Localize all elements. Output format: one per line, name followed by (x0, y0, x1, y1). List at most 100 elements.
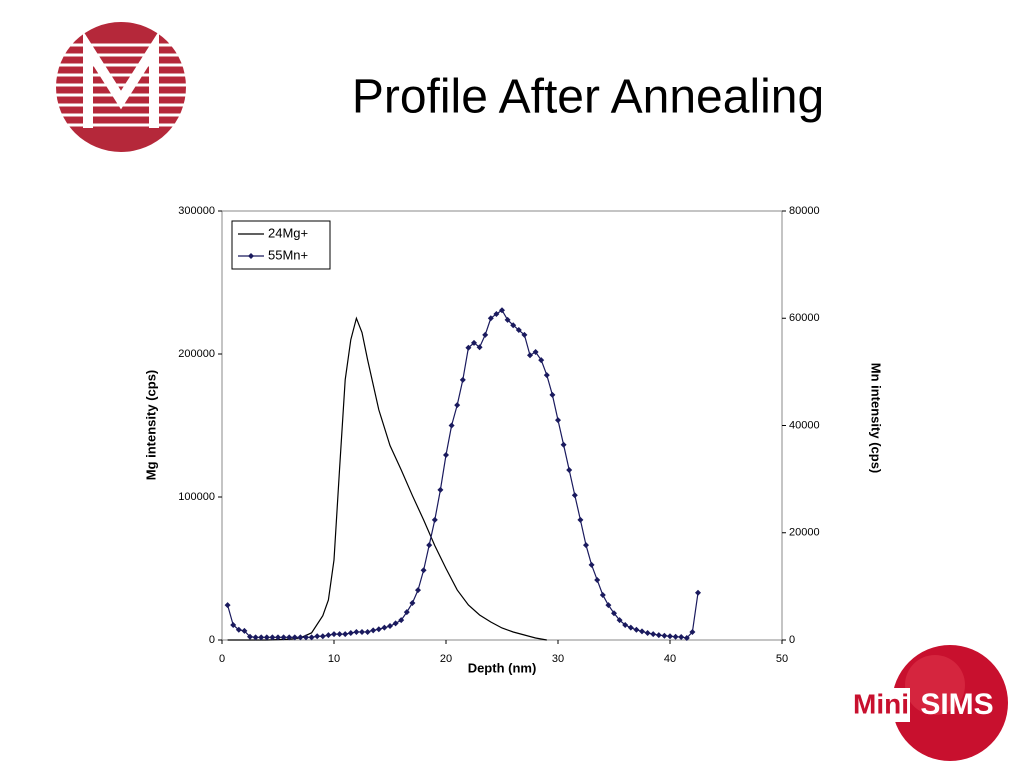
data-point (605, 602, 612, 609)
data-point (549, 391, 556, 398)
data-point (308, 634, 315, 641)
data-point (241, 627, 248, 634)
data-point (269, 634, 276, 641)
logo-sims: SIMS (920, 688, 993, 721)
y2-tick-label: 40000 (789, 419, 820, 431)
data-point (599, 591, 606, 598)
data-point (459, 376, 466, 383)
data-point (247, 633, 253, 640)
data-point (644, 630, 651, 637)
data-point (661, 632, 668, 639)
legend-label: 55Mn+ (268, 247, 308, 262)
data-point (476, 344, 483, 351)
data-point (683, 635, 690, 642)
data-point (532, 349, 539, 356)
data-point (627, 624, 634, 631)
y-tick-label: 0 (209, 634, 215, 646)
data-point (611, 610, 617, 617)
data-point (555, 417, 561, 424)
data-point (336, 631, 343, 638)
data-point (230, 621, 237, 628)
data-point (398, 617, 405, 624)
legend-marker (248, 253, 254, 259)
data-point (504, 316, 511, 323)
company-logo (50, 22, 192, 152)
y2-tick-label: 80000 (789, 205, 820, 217)
y2-tick-label: 20000 (789, 527, 820, 539)
series-line (227, 309, 699, 639)
data-point (465, 344, 472, 351)
data-point (594, 576, 601, 583)
data-point (543, 372, 550, 379)
data-point (510, 322, 517, 329)
slide-title: Profile After Annealing (352, 71, 824, 124)
data-point (403, 609, 410, 616)
x-tick-label: 10 (328, 653, 340, 665)
y2-tick-label: 60000 (789, 312, 820, 324)
data-point (454, 402, 461, 409)
data-point (471, 339, 477, 346)
minisims-logo: Mini SIMS (852, 645, 1008, 761)
x-tick-label: 0 (219, 653, 225, 665)
data-point (381, 624, 388, 631)
data-point (280, 634, 287, 641)
data-point (314, 633, 321, 640)
y-tick-label: 200000 (178, 348, 215, 360)
y2-axis-title: Mn intensity (cps) (869, 363, 884, 474)
data-point (275, 634, 281, 641)
data-point (577, 516, 584, 523)
data-point (426, 542, 433, 549)
data-point (387, 623, 393, 630)
data-point (297, 634, 304, 641)
logo-mini: Mini (853, 688, 909, 719)
data-point (347, 630, 354, 637)
data-point (499, 307, 505, 314)
data-point (667, 633, 673, 640)
data-point (588, 561, 595, 568)
series-line (227, 316, 547, 641)
data-point (515, 327, 522, 334)
data-point (258, 634, 265, 641)
data-point (527, 352, 533, 359)
data-point (560, 441, 567, 448)
data-point (235, 626, 242, 633)
data-point (420, 567, 427, 574)
data-point (583, 542, 589, 549)
data-point (571, 492, 578, 499)
data-point (342, 631, 349, 638)
data-point (252, 634, 259, 641)
data-point (353, 628, 360, 635)
y-tick-label: 100000 (178, 491, 215, 503)
y2-tick-label: 0 (789, 634, 795, 646)
legend-box (231, 220, 331, 270)
data-point (331, 631, 337, 638)
data-point (616, 617, 623, 624)
data-point (521, 331, 528, 338)
data-point (695, 589, 701, 596)
data-point (633, 626, 640, 633)
data-point (650, 631, 657, 638)
data-point (370, 627, 377, 634)
data-point (672, 633, 679, 640)
data-point (415, 587, 421, 594)
data-point (303, 634, 309, 641)
data-point (392, 620, 399, 627)
data-point (437, 486, 444, 493)
data-point (487, 315, 494, 322)
data-point (493, 310, 500, 317)
x-axis-title: Depth (nm) (468, 660, 537, 675)
data-point (375, 626, 382, 633)
plot-frame (221, 210, 783, 641)
data-point (431, 516, 438, 523)
x-tick-label: 50 (776, 653, 788, 665)
data-point (678, 633, 685, 640)
data-point (291, 634, 298, 641)
x-tick-label: 40 (664, 653, 676, 665)
data-point (448, 422, 455, 429)
y-tick-label: 300000 (178, 205, 215, 217)
x-tick-label: 30 (552, 653, 564, 665)
data-point (566, 467, 573, 474)
x-tick-label: 20 (440, 653, 452, 665)
